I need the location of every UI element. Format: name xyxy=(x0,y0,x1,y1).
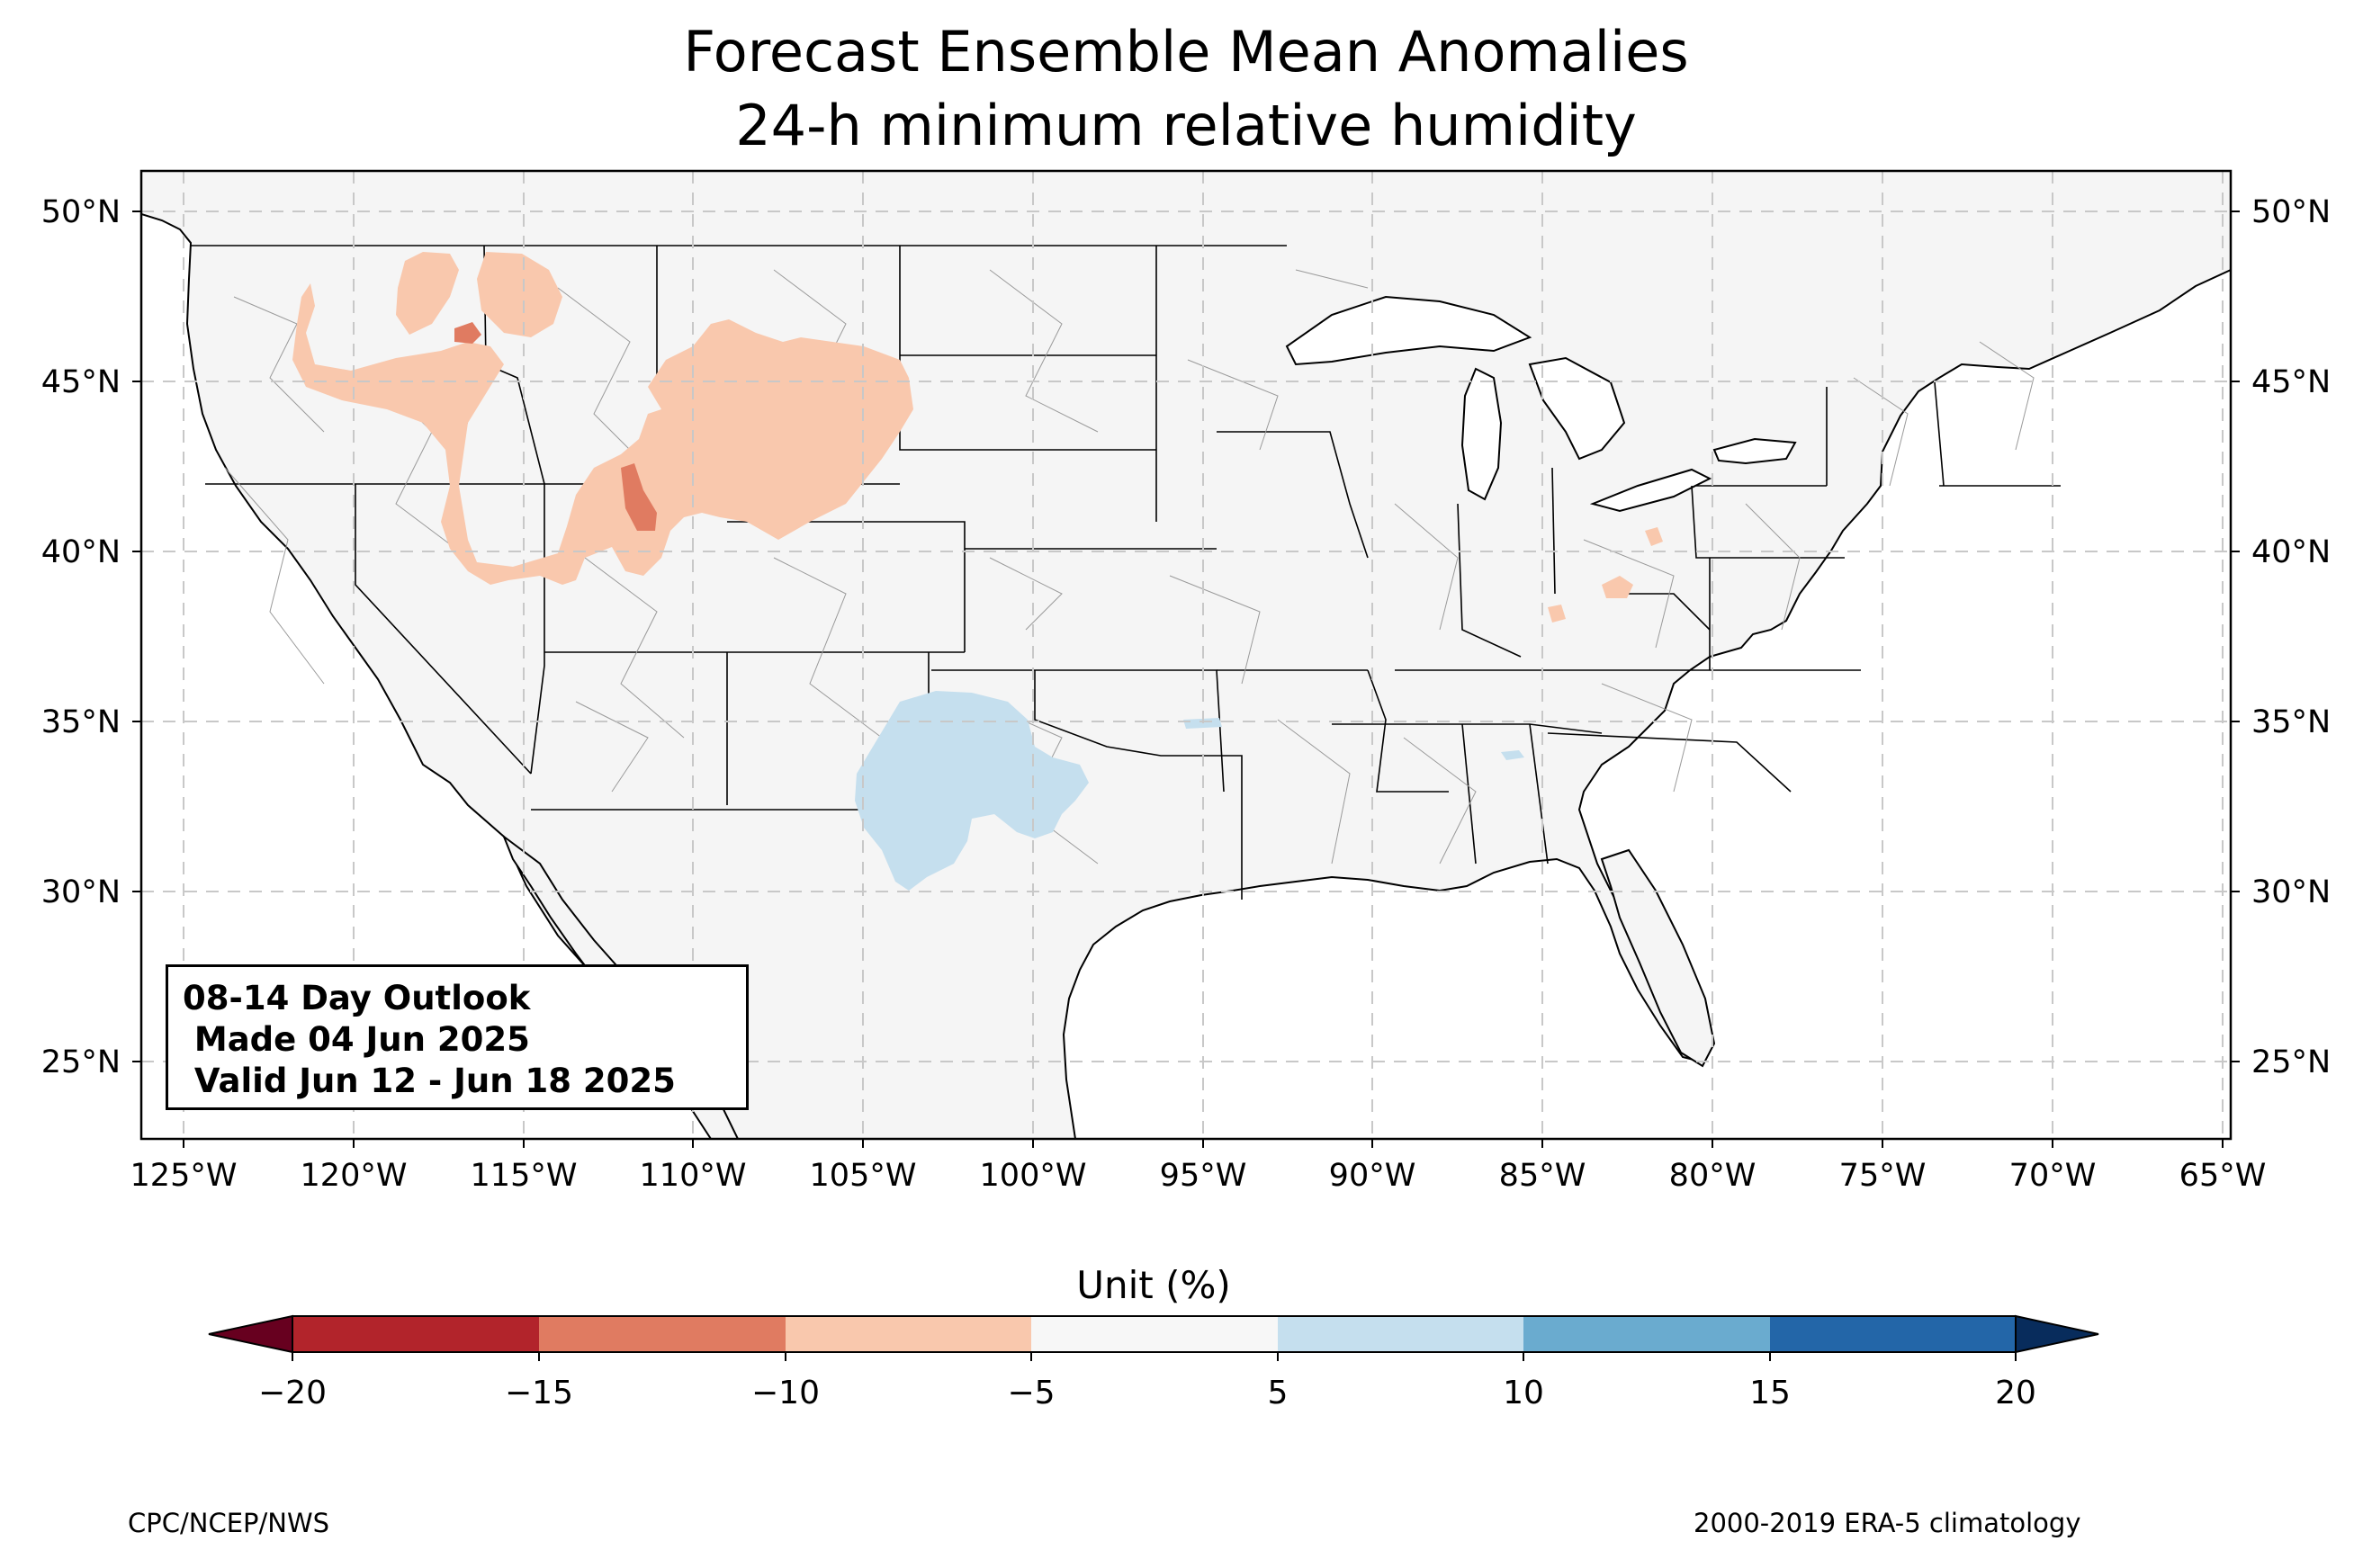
anomaly-area-dry-moderate-idaho xyxy=(454,322,481,344)
lat-tick-label: 45°N xyxy=(2251,364,2331,400)
lon-tick-label: 115°W xyxy=(471,1158,578,1194)
lake-huron xyxy=(1528,356,1626,461)
lon-tick-label: 85°W xyxy=(1499,1158,1586,1194)
lat-tick-label: 35°N xyxy=(2251,704,2331,740)
colorbar-tick-label: −15 xyxy=(505,1375,573,1411)
lon-tick-label: 95°W xyxy=(1160,1158,1247,1194)
anomaly-area-dry-northwest xyxy=(292,283,913,585)
lat-tick-labels-right: 50°N 45°N 40°N 35°N 30°N 25°N xyxy=(2251,194,2331,1080)
colorbar-tick-label: 5 xyxy=(1268,1375,1289,1411)
colorbar-segment xyxy=(539,1316,786,1352)
anomaly-shading xyxy=(292,252,1663,891)
colorbar-tick-label: −20 xyxy=(258,1375,327,1411)
lon-tick-label: 110°W xyxy=(640,1158,747,1194)
anomaly-area-dry-idaho-north xyxy=(396,252,459,335)
lon-tick-label: 75°W xyxy=(1839,1158,1927,1194)
anomaly-area-dry-moderate-wyoming xyxy=(621,463,657,531)
colorbar-tick-label: 20 xyxy=(1995,1375,2036,1411)
lake-michigan xyxy=(1460,367,1503,501)
chart-title-line1: Forecast Ensemble Mean Anomalies xyxy=(683,19,1689,85)
anomaly-area-wet-tennessee-spot xyxy=(1501,750,1524,760)
anomaly-area-dry-ohio-valley xyxy=(1602,576,1633,598)
colorbar-tick-label: 15 xyxy=(1749,1375,1791,1411)
colorbar-segment xyxy=(1278,1316,1523,1352)
outlook-period: 08-14 Day Outlook xyxy=(183,979,531,1017)
colorbar-segment xyxy=(292,1316,539,1352)
footer-climatology: 2000-2019 ERA-5 climatology xyxy=(1694,1508,2081,1538)
lake-superior xyxy=(1285,295,1532,366)
colorbar-tick-label: −10 xyxy=(751,1375,820,1411)
lon-tick-label: 105°W xyxy=(810,1158,917,1194)
colorbar-segment xyxy=(1523,1316,1770,1352)
lat-tick-label: 50°N xyxy=(41,194,121,230)
colorbar-frame xyxy=(292,1315,2017,1353)
lat-tick-label: 50°N xyxy=(2251,194,2331,230)
outlook-made-date: Made 04 Jun 2025 xyxy=(183,1020,530,1059)
colorbar-tick-label: −5 xyxy=(1007,1375,1055,1411)
map-gridlines xyxy=(141,171,2231,1139)
colorbar-segment xyxy=(1031,1316,1278,1352)
colorbar: −20 −15 −10 −5 5 10 15 20 xyxy=(208,1314,2099,1411)
anomaly-area-wet-southern-plains xyxy=(855,691,1089,891)
colorbar-tick-label: 10 xyxy=(1503,1375,1544,1411)
lake-erie xyxy=(1589,468,1712,513)
lat-tick-label: 30°N xyxy=(2251,874,2331,910)
outlook-info-box: 08-14 Day Outlook Made 04 Jun 2025 Valid… xyxy=(166,964,749,1110)
footer-credit: CPC/NCEP/NWS xyxy=(128,1508,330,1538)
lat-tick-label: 25°N xyxy=(2251,1044,2331,1080)
outlook-valid-range: Valid Jun 12 - Jun 18 2025 xyxy=(183,1062,676,1100)
colorbar-segment xyxy=(1770,1316,2016,1352)
lon-tick-label: 125°W xyxy=(130,1158,238,1194)
lon-tick-label: 80°W xyxy=(1669,1158,1757,1194)
lat-tick-label: 35°N xyxy=(41,704,121,740)
chart-title-line2: 24-h minimum relative humidity xyxy=(735,93,1637,158)
lat-tick-label: 40°N xyxy=(2251,534,2331,570)
lon-tick-label: 100°W xyxy=(980,1158,1087,1194)
colorbar-segment xyxy=(786,1316,1031,1352)
lat-tick-label: 25°N xyxy=(41,1044,121,1080)
colorbar-over-triangle xyxy=(2015,1314,2099,1354)
lat-tick-labels-left: 50°N 45°N 40°N 35°N 30°N 25°N xyxy=(41,194,121,1080)
lon-tick-label: 90°W xyxy=(1329,1158,1416,1194)
lake-ontario xyxy=(1712,437,1797,465)
lat-tick-label: 30°N xyxy=(41,874,121,910)
anomaly-area-dry-montana xyxy=(477,252,562,337)
lon-tick-label: 65°W xyxy=(2179,1158,2267,1194)
lat-tick-label: 45°N xyxy=(41,364,121,400)
lon-tick-label: 120°W xyxy=(301,1158,408,1194)
map-frame xyxy=(139,169,2233,1141)
anomaly-area-dry-indiana xyxy=(1645,527,1663,546)
axis-ticks xyxy=(132,211,2240,1148)
lon-tick-label: 70°W xyxy=(2009,1158,2097,1194)
anomaly-area-dry-kentucky xyxy=(1548,605,1566,623)
colorbar-tick-marks xyxy=(292,1352,2017,1361)
lat-tick-label: 40°N xyxy=(41,534,121,570)
lon-tick-labels: 125°W 120°W 115°W 110°W 105°W 100°W 95°W… xyxy=(130,1158,2267,1194)
colorbar-under-triangle xyxy=(208,1314,293,1354)
colorbar-label: Unit (%) xyxy=(1076,1263,1231,1307)
